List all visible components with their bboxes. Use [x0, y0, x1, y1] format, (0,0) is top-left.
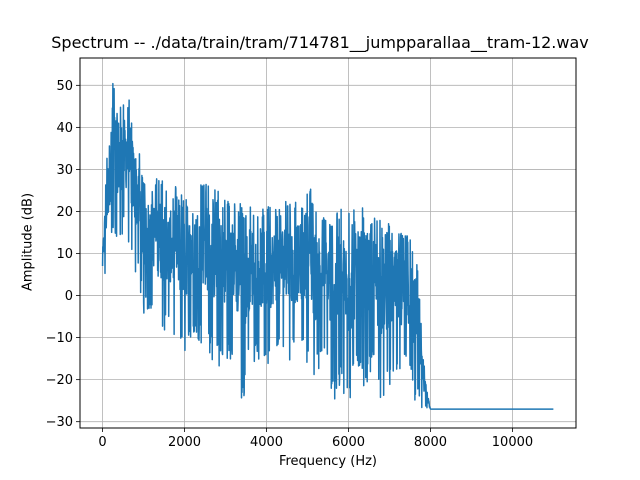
x-tick-label: 4000: [250, 435, 283, 450]
y-tick-label: 50: [56, 79, 73, 94]
y-tick-label: 40: [56, 121, 73, 136]
chart-title: Spectrum -- ./data/train/tram/714781__ju…: [51, 33, 589, 52]
plot-frame: [79, 57, 577, 429]
x-tick-label: 2000: [168, 435, 201, 450]
series-layer: [101, 82, 554, 410]
x-tick-label: 8000: [414, 435, 447, 450]
y-tick-label: 20: [56, 205, 73, 220]
y-tick-label: −20: [46, 373, 73, 388]
y-tick-label: 30: [56, 163, 73, 178]
y-axis-label: Amplitude (dB): [20, 192, 36, 292]
x-axis-label: Frequency (Hz): [278, 454, 378, 469]
y-tick-label: −30: [46, 415, 73, 430]
axis-ticks: 0 2000 4000 6000 8000 10000 −30 −20 −10 0 10 20 30 40…: [46, 79, 534, 450]
y-tick-label: −10: [46, 331, 73, 346]
x-tick-label: 0: [98, 435, 106, 450]
y-tick-label: 10: [56, 247, 73, 262]
y-tick-label: 0: [65, 289, 73, 304]
spectrum-series-line: [101, 82, 554, 410]
x-tick-label: 6000: [332, 435, 365, 450]
x-tick-label: 10000: [492, 435, 533, 450]
